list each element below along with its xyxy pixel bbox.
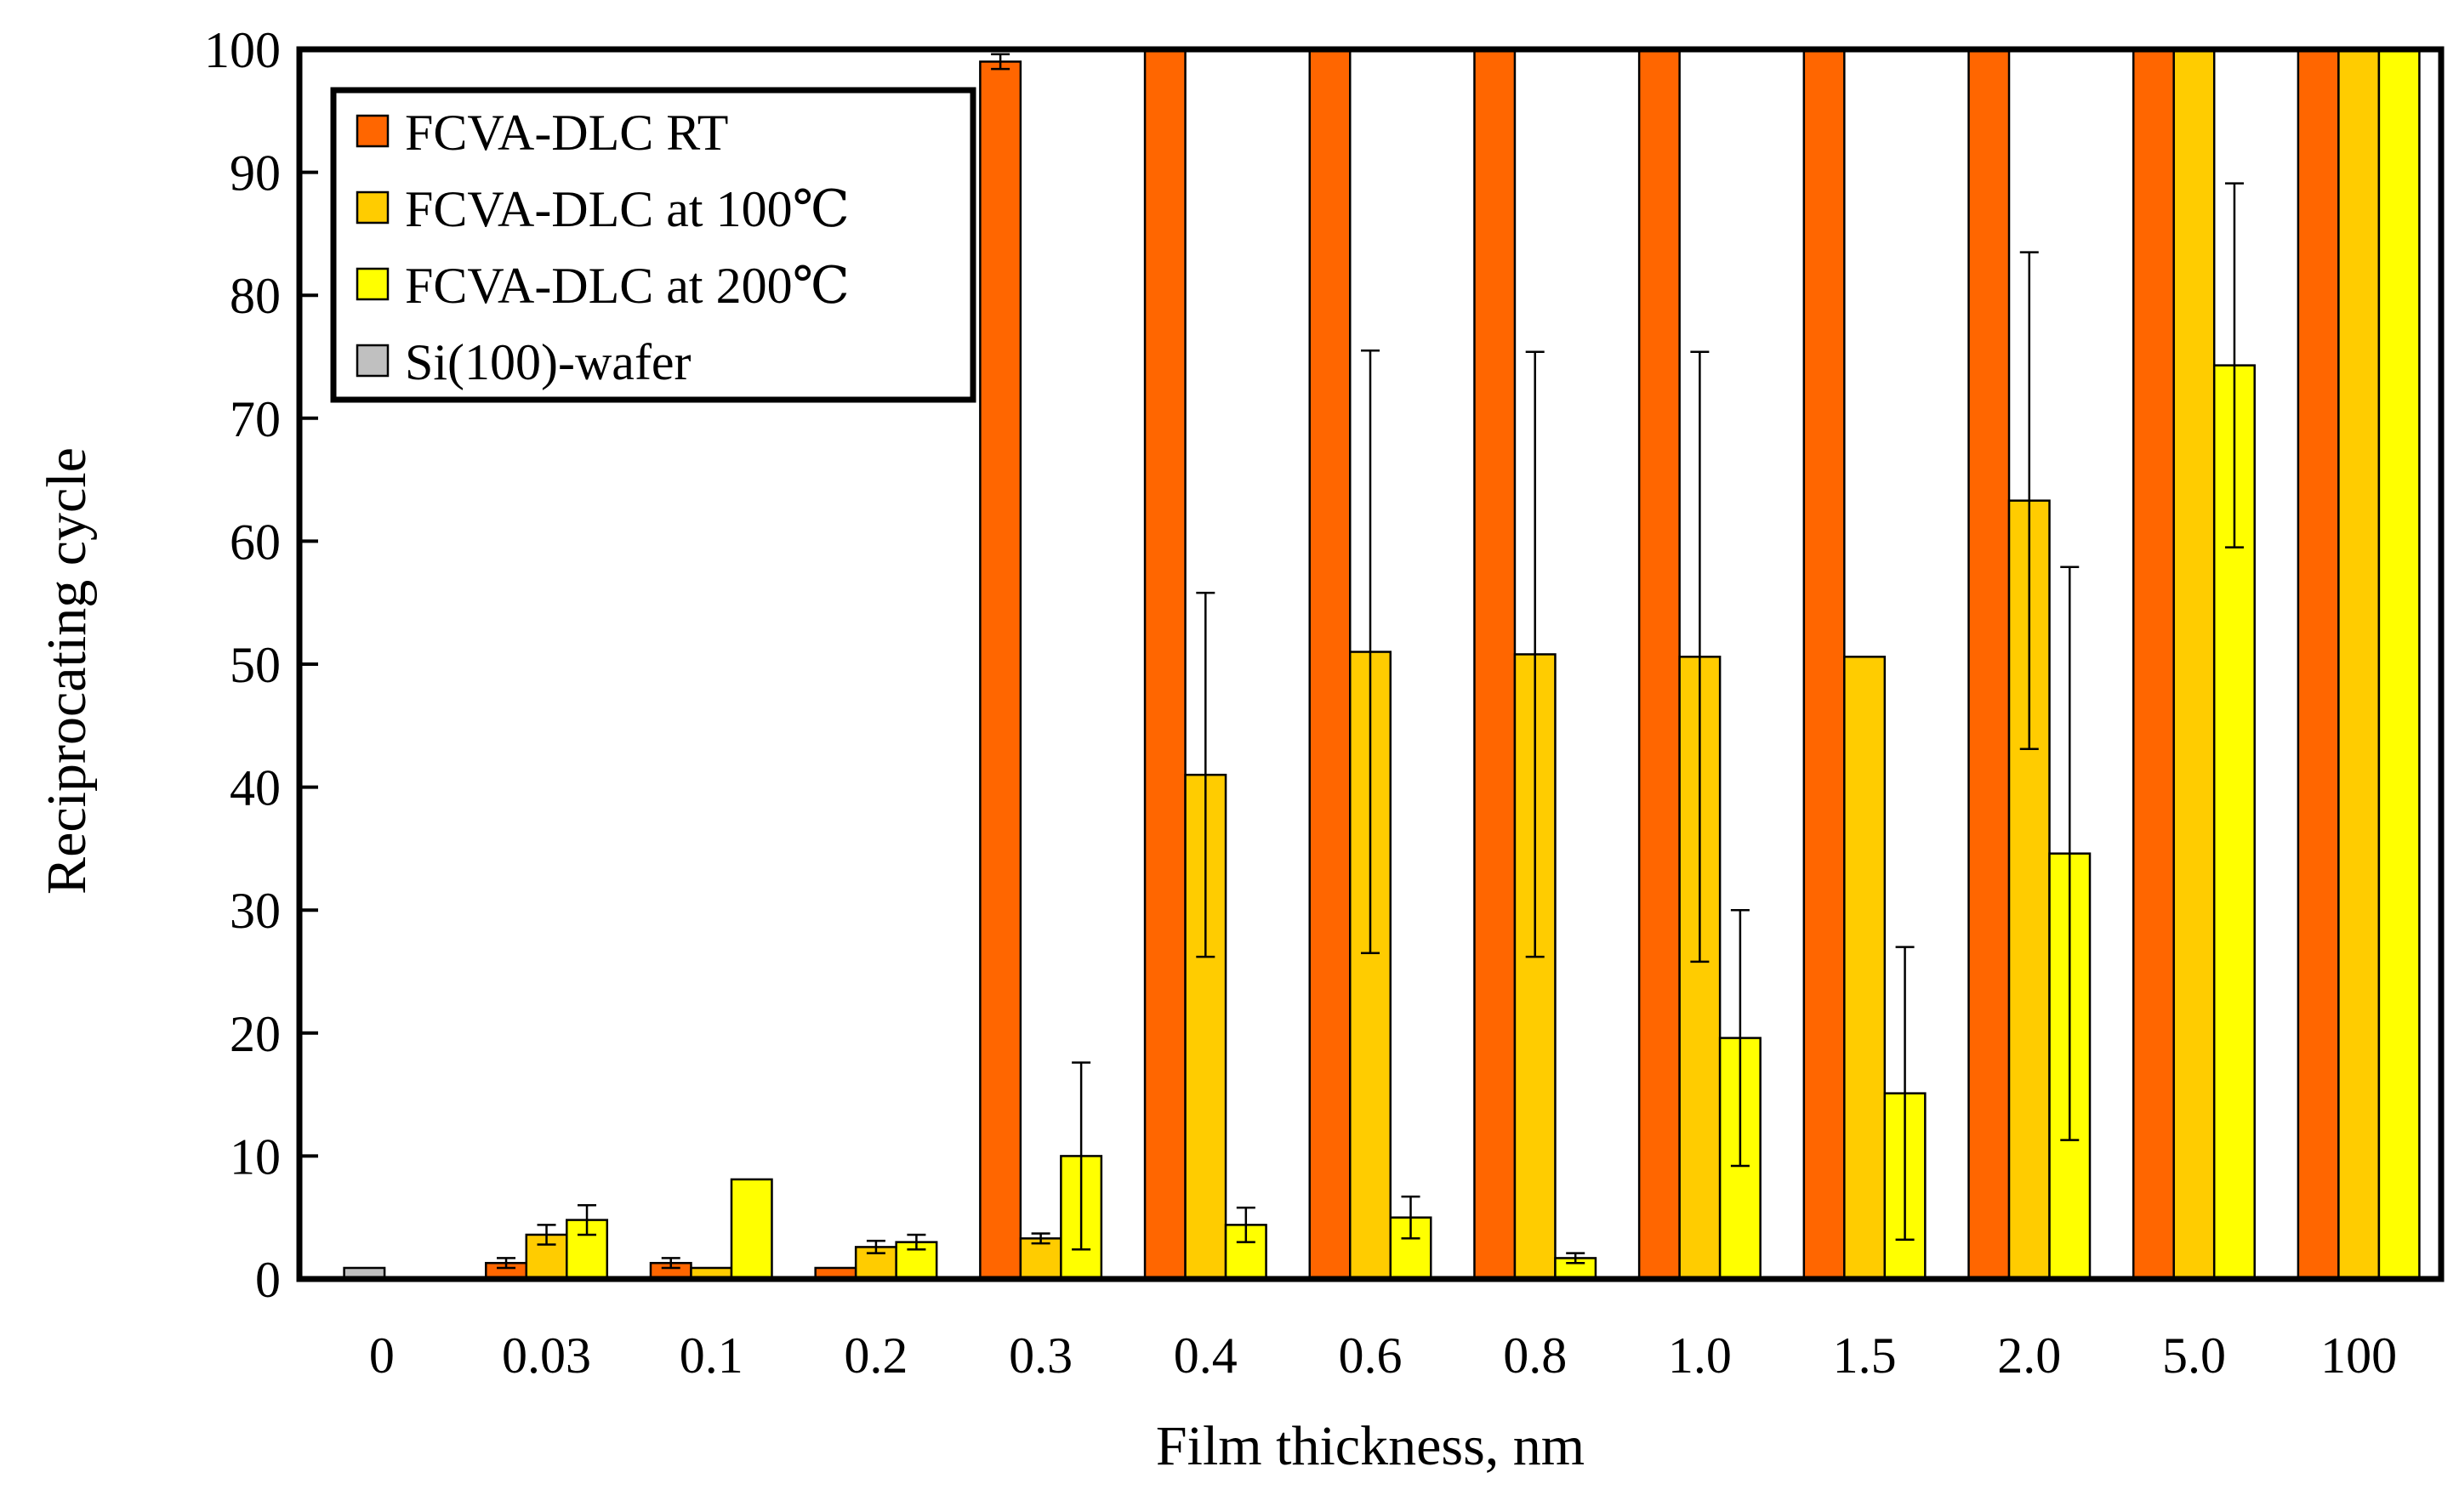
x-tick-label: 0 bbox=[369, 1327, 395, 1384]
x-tick-label: 0.03 bbox=[502, 1327, 591, 1384]
x-tick-label: 2.0 bbox=[1997, 1327, 2061, 1384]
error-bars-layer bbox=[497, 53, 2244, 1270]
x-tick-label: 5.0 bbox=[2162, 1327, 2226, 1384]
y-tick-label: 40 bbox=[230, 760, 281, 816]
legend-label: FCVA-DLC RT bbox=[405, 105, 728, 161]
legend: FCVA-DLC RT FCVA-DLC at 100℃ FCVA-DLC at 2… bbox=[330, 87, 976, 403]
bar-fcva-dlc-rt-100 bbox=[2297, 48, 2340, 1281]
y-tick-label: 70 bbox=[230, 391, 281, 447]
y-tick-label: 50 bbox=[230, 637, 281, 693]
bar-fcva-dlc-rt-0.6 bbox=[1308, 48, 1352, 1281]
bar-fcva-dlc-rt-1.0 bbox=[1637, 48, 1681, 1281]
x-tick-label: 0.4 bbox=[1174, 1327, 1238, 1384]
x-tick-label: 0.2 bbox=[844, 1327, 908, 1384]
legend-label: FCVA-DLC at 200℃ bbox=[405, 258, 850, 314]
legend-label: FCVA-DLC at 100℃ bbox=[405, 181, 850, 237]
x-axis-title: Film thickness, nm bbox=[1156, 1415, 1585, 1477]
legend-box bbox=[330, 87, 976, 403]
legend-swatch bbox=[356, 344, 390, 378]
bar-fcva-dlc-rt-2.0 bbox=[1967, 48, 2011, 1281]
y-tick-label: 20 bbox=[230, 1006, 281, 1062]
legend-label: Si(100)-wafer bbox=[405, 334, 692, 390]
x-tick-label: 0.1 bbox=[680, 1327, 743, 1384]
bar-fcva-dlc-rt-1.5 bbox=[1802, 48, 1846, 1281]
y-tick-label: 10 bbox=[230, 1128, 281, 1185]
legend-swatch bbox=[356, 267, 390, 301]
bar-fcva-dlc-at-100--100 bbox=[2337, 48, 2381, 1281]
y-axis: 0 10 20 30 40 50 60 70 80 90 100 bbox=[204, 22, 318, 1308]
x-tick-label: 0.3 bbox=[1009, 1327, 1073, 1384]
x-tick-label: 1.0 bbox=[1668, 1327, 1732, 1384]
y-tick-label: 80 bbox=[230, 268, 281, 324]
bar-fcva-dlc-at-200--0.1 bbox=[730, 1178, 773, 1281]
bar-fcva-dlc-at-100--5.0 bbox=[2172, 48, 2216, 1281]
legend-items: FCVA-DLC RT FCVA-DLC at 100℃ FCVA-DLC at 2… bbox=[356, 105, 850, 390]
bars-layer bbox=[343, 48, 2421, 1281]
x-axis: 0 0.03 0.1 0.2 0.3 0.4 0.6 0.8 1.0 1.5 2.0 5.0 100 bbox=[369, 1327, 2397, 1384]
y-axis-title: Reciprocating cycle bbox=[36, 447, 98, 895]
x-tick-label: 1.5 bbox=[1833, 1327, 1897, 1384]
bar-fcva-dlc-at-200--100 bbox=[2377, 48, 2421, 1281]
x-tick-label: 0.8 bbox=[1503, 1327, 1567, 1384]
x-tick-label: 0.6 bbox=[1339, 1327, 1403, 1384]
y-tick-label: 100 bbox=[204, 22, 281, 78]
y-tick-label: 0 bbox=[255, 1252, 281, 1308]
bar-fcva-dlc-at-100--1.5 bbox=[1843, 656, 1887, 1281]
bar-fcva-dlc-rt-0.8 bbox=[1473, 48, 1517, 1281]
legend-swatch bbox=[356, 114, 390, 148]
legend-swatch bbox=[356, 190, 390, 225]
y-tick-label: 30 bbox=[230, 883, 281, 939]
bar-fcva-dlc-rt-0.3 bbox=[979, 60, 1022, 1281]
y-tick-label: 60 bbox=[230, 514, 281, 570]
bar-fcva-dlc-rt-0.4 bbox=[1143, 48, 1187, 1281]
y-tick-label: 90 bbox=[230, 145, 281, 202]
bar-fcva-dlc-at-100--0.3 bbox=[1019, 1237, 1062, 1281]
x-tick-label: 100 bbox=[2320, 1327, 2397, 1384]
bar-fcva-dlc-rt-5.0 bbox=[2132, 48, 2175, 1281]
